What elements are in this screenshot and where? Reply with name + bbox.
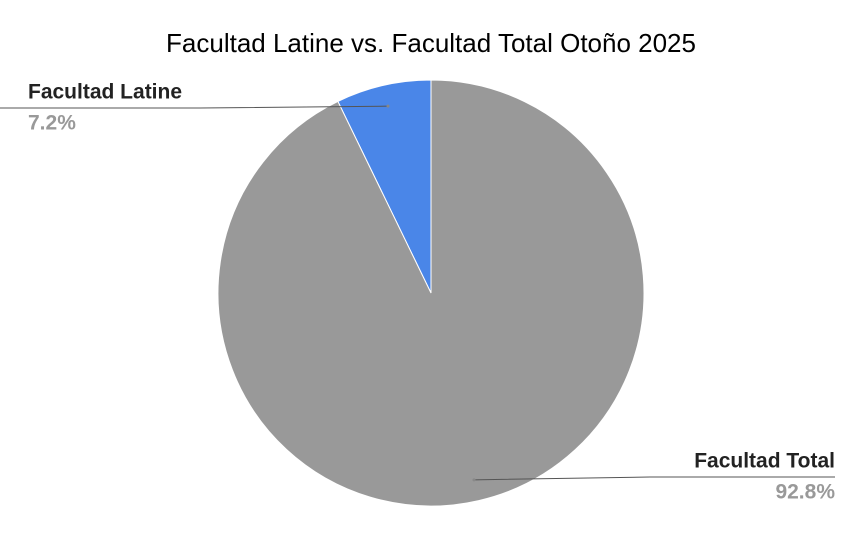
slice-label: Facultad Latine (28, 81, 182, 104)
leader-dot (386, 104, 390, 108)
leader-line (473, 476, 835, 481)
pie-slice (217, 79, 645, 507)
leader-dot (472, 478, 476, 482)
leader-line (0, 105, 389, 109)
value-label: 7.2% (28, 112, 76, 135)
value-label: 92.8% (775, 481, 835, 504)
chart-title: Facultad Latine vs. Facultad Total Otoño… (166, 28, 696, 58)
slice-label: Facultad Total (694, 450, 835, 473)
